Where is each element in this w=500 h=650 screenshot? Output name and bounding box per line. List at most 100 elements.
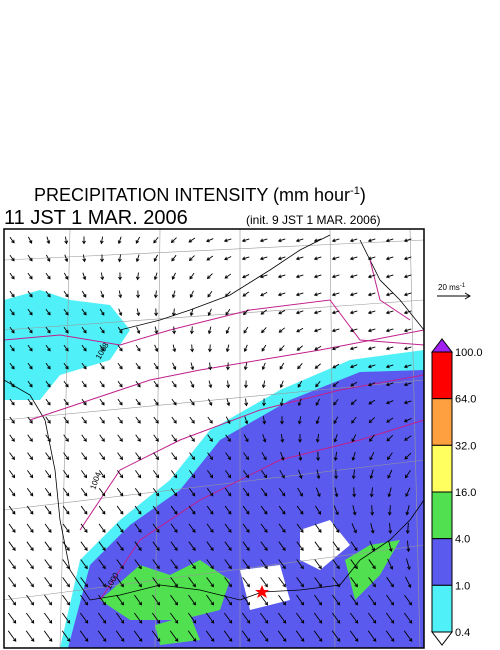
wind-arrow <box>349 238 358 243</box>
wind-arrow <box>370 505 375 516</box>
wind-arrow <box>98 505 106 515</box>
colorbar-label: 4.0 <box>455 534 470 546</box>
wind-arrow <box>189 308 194 317</box>
wind-arrow <box>332 577 340 588</box>
wind-arrow <box>27 434 33 442</box>
colorbar-label: 100.0 <box>455 347 483 359</box>
wind-arrow <box>259 612 269 624</box>
wind-arrow <box>332 363 340 369</box>
wind-arrow <box>82 236 86 245</box>
wind-arrow <box>333 451 338 462</box>
wind-arrow <box>331 256 340 261</box>
colorbar-bin <box>431 351 453 400</box>
wind-arrow <box>81 308 87 316</box>
colorbar-label: 32.0 <box>455 440 476 452</box>
wind-arrow <box>403 346 412 351</box>
wind-arrow <box>44 487 52 497</box>
wind-arrow <box>367 612 377 624</box>
wind-arrow <box>63 362 69 370</box>
wind-arrow <box>135 470 142 479</box>
wind-arrow <box>403 382 412 387</box>
wind-arrow <box>152 577 160 588</box>
wind-arrow <box>243 326 249 334</box>
wind-arrow <box>8 559 16 570</box>
wind-arrow <box>369 469 374 480</box>
wind-arrow <box>367 382 376 387</box>
wind-arrow <box>314 541 322 552</box>
wind-arrow <box>206 559 214 570</box>
wind-arrow <box>405 576 412 588</box>
wind-arrow <box>154 308 158 317</box>
wind-arrow <box>188 237 196 243</box>
wind-arrow <box>207 326 212 335</box>
wind-arrow <box>208 362 213 371</box>
wind-arrow <box>280 416 284 425</box>
wind-arrow <box>242 577 250 588</box>
map: 1008 1004 1000 <box>3 228 425 649</box>
wind-arrow <box>297 416 302 425</box>
wind-arrow <box>63 470 70 479</box>
wind-arrow <box>8 505 16 515</box>
wind-arrow <box>64 254 69 263</box>
wind-arrow <box>262 416 267 425</box>
wind-arrow <box>349 346 358 351</box>
wind-arrow <box>207 434 213 442</box>
wind-arrow <box>386 417 394 423</box>
wind-arrow <box>99 308 105 316</box>
wind-arrow <box>134 594 143 606</box>
wind-arrow <box>152 559 160 570</box>
wind-arrow <box>45 326 51 334</box>
wind-arrow <box>63 434 69 442</box>
wind-arrow <box>171 272 176 280</box>
wind-arrow <box>332 523 340 534</box>
wind-arrow <box>80 487 88 497</box>
wind-arrow <box>207 470 214 479</box>
wind-arrow <box>277 292 286 297</box>
wind-arrow <box>278 559 286 570</box>
wind-arrow <box>241 256 250 261</box>
wind-arrow <box>44 523 52 533</box>
wind-arrow <box>171 452 177 461</box>
wind-arrow <box>243 452 249 461</box>
wind-arrow <box>261 362 266 371</box>
wind-arrow <box>44 577 52 588</box>
wind-arrow <box>63 290 69 298</box>
wind-arrow <box>295 256 304 261</box>
wind-arrow <box>385 274 394 279</box>
wind-arrow <box>295 274 304 279</box>
wind-arrow <box>349 310 358 315</box>
wind-arrow <box>277 274 286 279</box>
wind-arrow <box>64 236 69 245</box>
wind-arrow <box>295 292 304 297</box>
wind-arrow <box>7 630 17 642</box>
wind-arrow <box>115 612 125 624</box>
wind-arrow <box>279 469 285 479</box>
wind-arrow <box>368 594 377 606</box>
wind-arrow <box>27 308 33 316</box>
wind-arrow <box>116 487 124 497</box>
wind-arrow <box>331 310 340 315</box>
precip-heavy <box>100 560 230 620</box>
wind-arrow <box>9 416 15 424</box>
wind-arrow <box>206 273 213 280</box>
wind-arrow <box>387 452 393 461</box>
wind-arrow <box>117 416 123 424</box>
wind-arrow <box>278 577 286 588</box>
wind-arrow <box>117 362 123 370</box>
wind-arrow <box>80 523 88 533</box>
wind-arrow <box>171 254 177 262</box>
wind-arrow <box>385 612 395 624</box>
wind-arrow <box>404 452 412 460</box>
wind-arrow <box>26 505 34 515</box>
wind-arrow <box>350 577 358 588</box>
wind-arrow <box>225 434 231 442</box>
wind-arrow <box>63 452 69 461</box>
wind-arrow <box>206 487 214 497</box>
wind-arrow <box>296 345 303 351</box>
wind-arrow <box>133 630 143 642</box>
wind-arrow <box>43 630 53 642</box>
wind-arrow <box>296 594 305 606</box>
wind-arrow <box>244 398 249 407</box>
wind-arrow <box>315 487 321 498</box>
